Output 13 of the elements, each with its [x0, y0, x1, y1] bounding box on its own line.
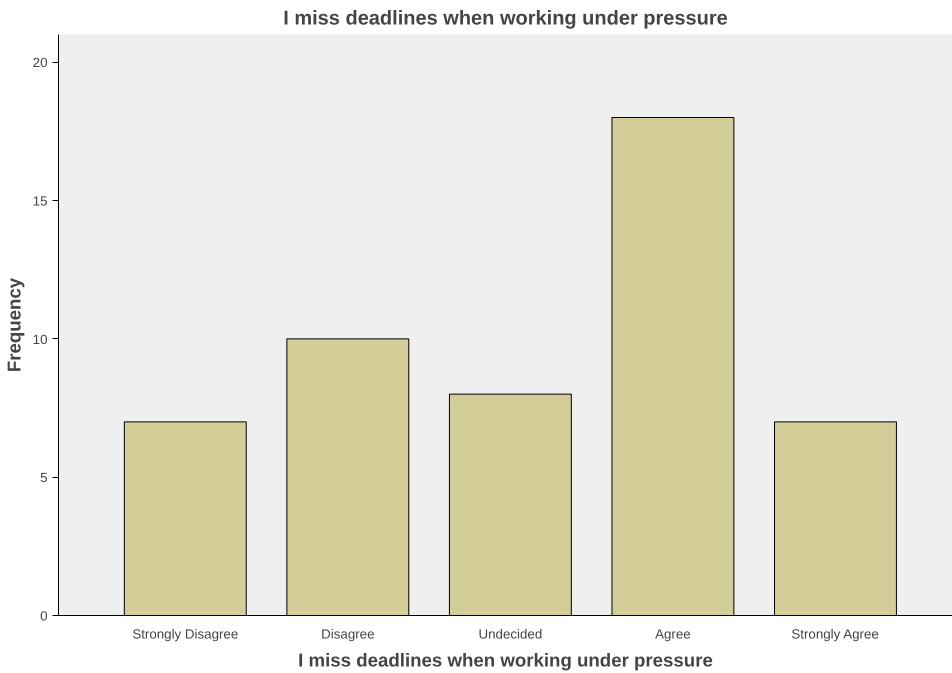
y-tick-label: 10	[32, 332, 48, 347]
x-tick-label: Disagree	[321, 626, 375, 642]
y-tick-label: 20	[32, 55, 48, 70]
chart-title: I miss deadlines when working under pressure	[283, 8, 728, 30]
x-tick-label: Agree	[655, 626, 691, 642]
y-tick-label: 5	[40, 470, 48, 486]
x-tick-label: Strongly Disagree	[132, 626, 238, 642]
y-tick-label: 15	[32, 194, 48, 208]
x-tick-label: Undecided	[478, 626, 542, 642]
x-axis-title: I miss deadlines when working under pressure	[298, 650, 713, 670]
y-tick-label: 0	[40, 608, 48, 624]
x-tick-label: Strongly Agree	[791, 626, 879, 642]
y-axis-title: Frequency	[4, 277, 25, 372]
